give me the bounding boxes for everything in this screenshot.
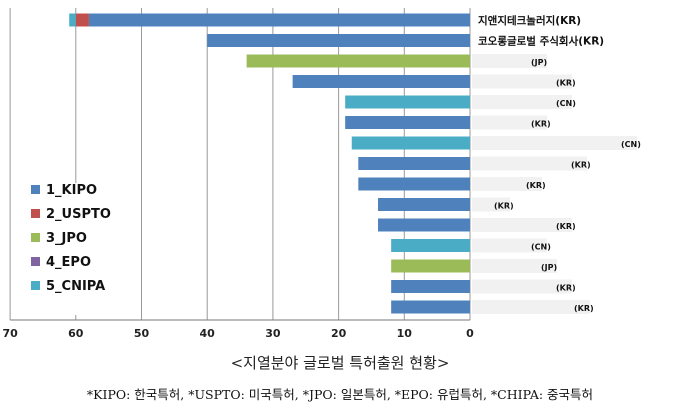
row-shade — [472, 115, 547, 130]
bar-segment — [358, 157, 470, 170]
legend-label: 1_KIPO — [46, 183, 97, 198]
bar-segment — [207, 34, 470, 47]
row-shade — [472, 279, 572, 294]
bar-label: (JP) — [541, 263, 557, 272]
bar-label: 지앤지테크놀러지(KR) — [478, 14, 581, 27]
row-shade — [472, 136, 637, 150]
bar-segment — [391, 259, 470, 273]
bar-label: (KR) — [571, 161, 591, 170]
bar-label: (KR) — [531, 120, 551, 129]
legend-swatch — [31, 257, 40, 266]
chart-footnote: *KIPO: 한국특허, *USPTO: 미국특허, *JPO: 일본특허, *… — [86, 387, 594, 402]
x-tick-label: 50 — [134, 327, 150, 340]
x-tick-label: 60 — [68, 327, 84, 340]
chart-bars — [69, 13, 470, 314]
bar-segment — [378, 198, 470, 211]
bar-segment — [391, 239, 470, 252]
bar-segment — [246, 54, 470, 68]
bar-segment — [358, 177, 470, 191]
bar-label: (KR) — [526, 181, 546, 190]
bar-segment — [69, 13, 76, 27]
row-shade — [472, 54, 547, 68]
row-labels: 지앤지테크놀러지(KR) 코오롱글로벌 주식회사(KR) (JP) (KR) (CN) (… — [478, 14, 641, 313]
row-shade — [472, 300, 590, 314]
bar-label: (CN) — [621, 140, 641, 149]
bar-segment — [391, 300, 470, 314]
bar-segment — [75, 13, 89, 27]
x-tick-label: 40 — [200, 327, 216, 340]
legend-swatch — [31, 281, 40, 290]
bar-label: (KR) — [556, 284, 576, 293]
legend-label: 5_CNIPA — [46, 279, 105, 294]
x-tick-label: 70 — [2, 327, 18, 340]
bar-segment — [345, 95, 470, 109]
row-shade — [472, 177, 542, 191]
bar-label: (KR) — [574, 304, 594, 313]
legend-box — [28, 183, 140, 315]
x-tick-label: 0 — [466, 327, 474, 340]
bar-segment — [391, 280, 470, 293]
row-shade — [472, 197, 510, 212]
chart-caption: <지열분야 글로벌 특허출원 현황> — [230, 354, 450, 372]
bar-label: (KR) — [556, 222, 576, 231]
chart-legend: 1_KIPO 2_USPTO 3_JPO 4_EPO 5_CNIPA — [28, 183, 140, 315]
bar-segment — [378, 218, 470, 232]
row-shade — [472, 156, 587, 171]
bar-segment — [292, 75, 470, 88]
bar-segment — [351, 136, 470, 150]
x-tick-label: 20 — [331, 327, 347, 340]
bar-label: (KR) — [556, 79, 576, 88]
x-tick-label: 10 — [397, 327, 413, 340]
bar-label: (CN) — [531, 243, 551, 252]
bar-label: (JP) — [531, 58, 547, 67]
row-shading — [472, 54, 637, 314]
row-shade — [472, 95, 572, 109]
row-shade — [472, 238, 547, 253]
bar-segment — [345, 116, 470, 129]
bar-segment — [88, 13, 470, 27]
legend-swatch — [31, 233, 40, 242]
x-axis-ticks: 70 60 50 40 30 20 10 0 — [2, 327, 474, 340]
patent-bar-chart: 지앤지테크놀러지(KR) 코오롱글로벌 주식회사(KR) (JP) (KR) (CN) (… — [2, 8, 641, 340]
legend-label: 2_USPTO — [46, 207, 111, 222]
legend-swatch — [31, 185, 40, 194]
x-tick-label: 30 — [265, 327, 281, 340]
row-shade — [472, 218, 572, 232]
legend-swatch — [31, 209, 40, 218]
bar-label: (CN) — [556, 99, 576, 108]
row-shade — [472, 259, 557, 273]
bar-label: (KR) — [494, 202, 514, 211]
legend-label: 3_JPO — [46, 231, 87, 246]
legend-label: 4_EPO — [46, 255, 91, 270]
row-shade — [472, 74, 572, 89]
bar-label: 코오롱글로벌 주식회사(KR) — [478, 35, 604, 48]
